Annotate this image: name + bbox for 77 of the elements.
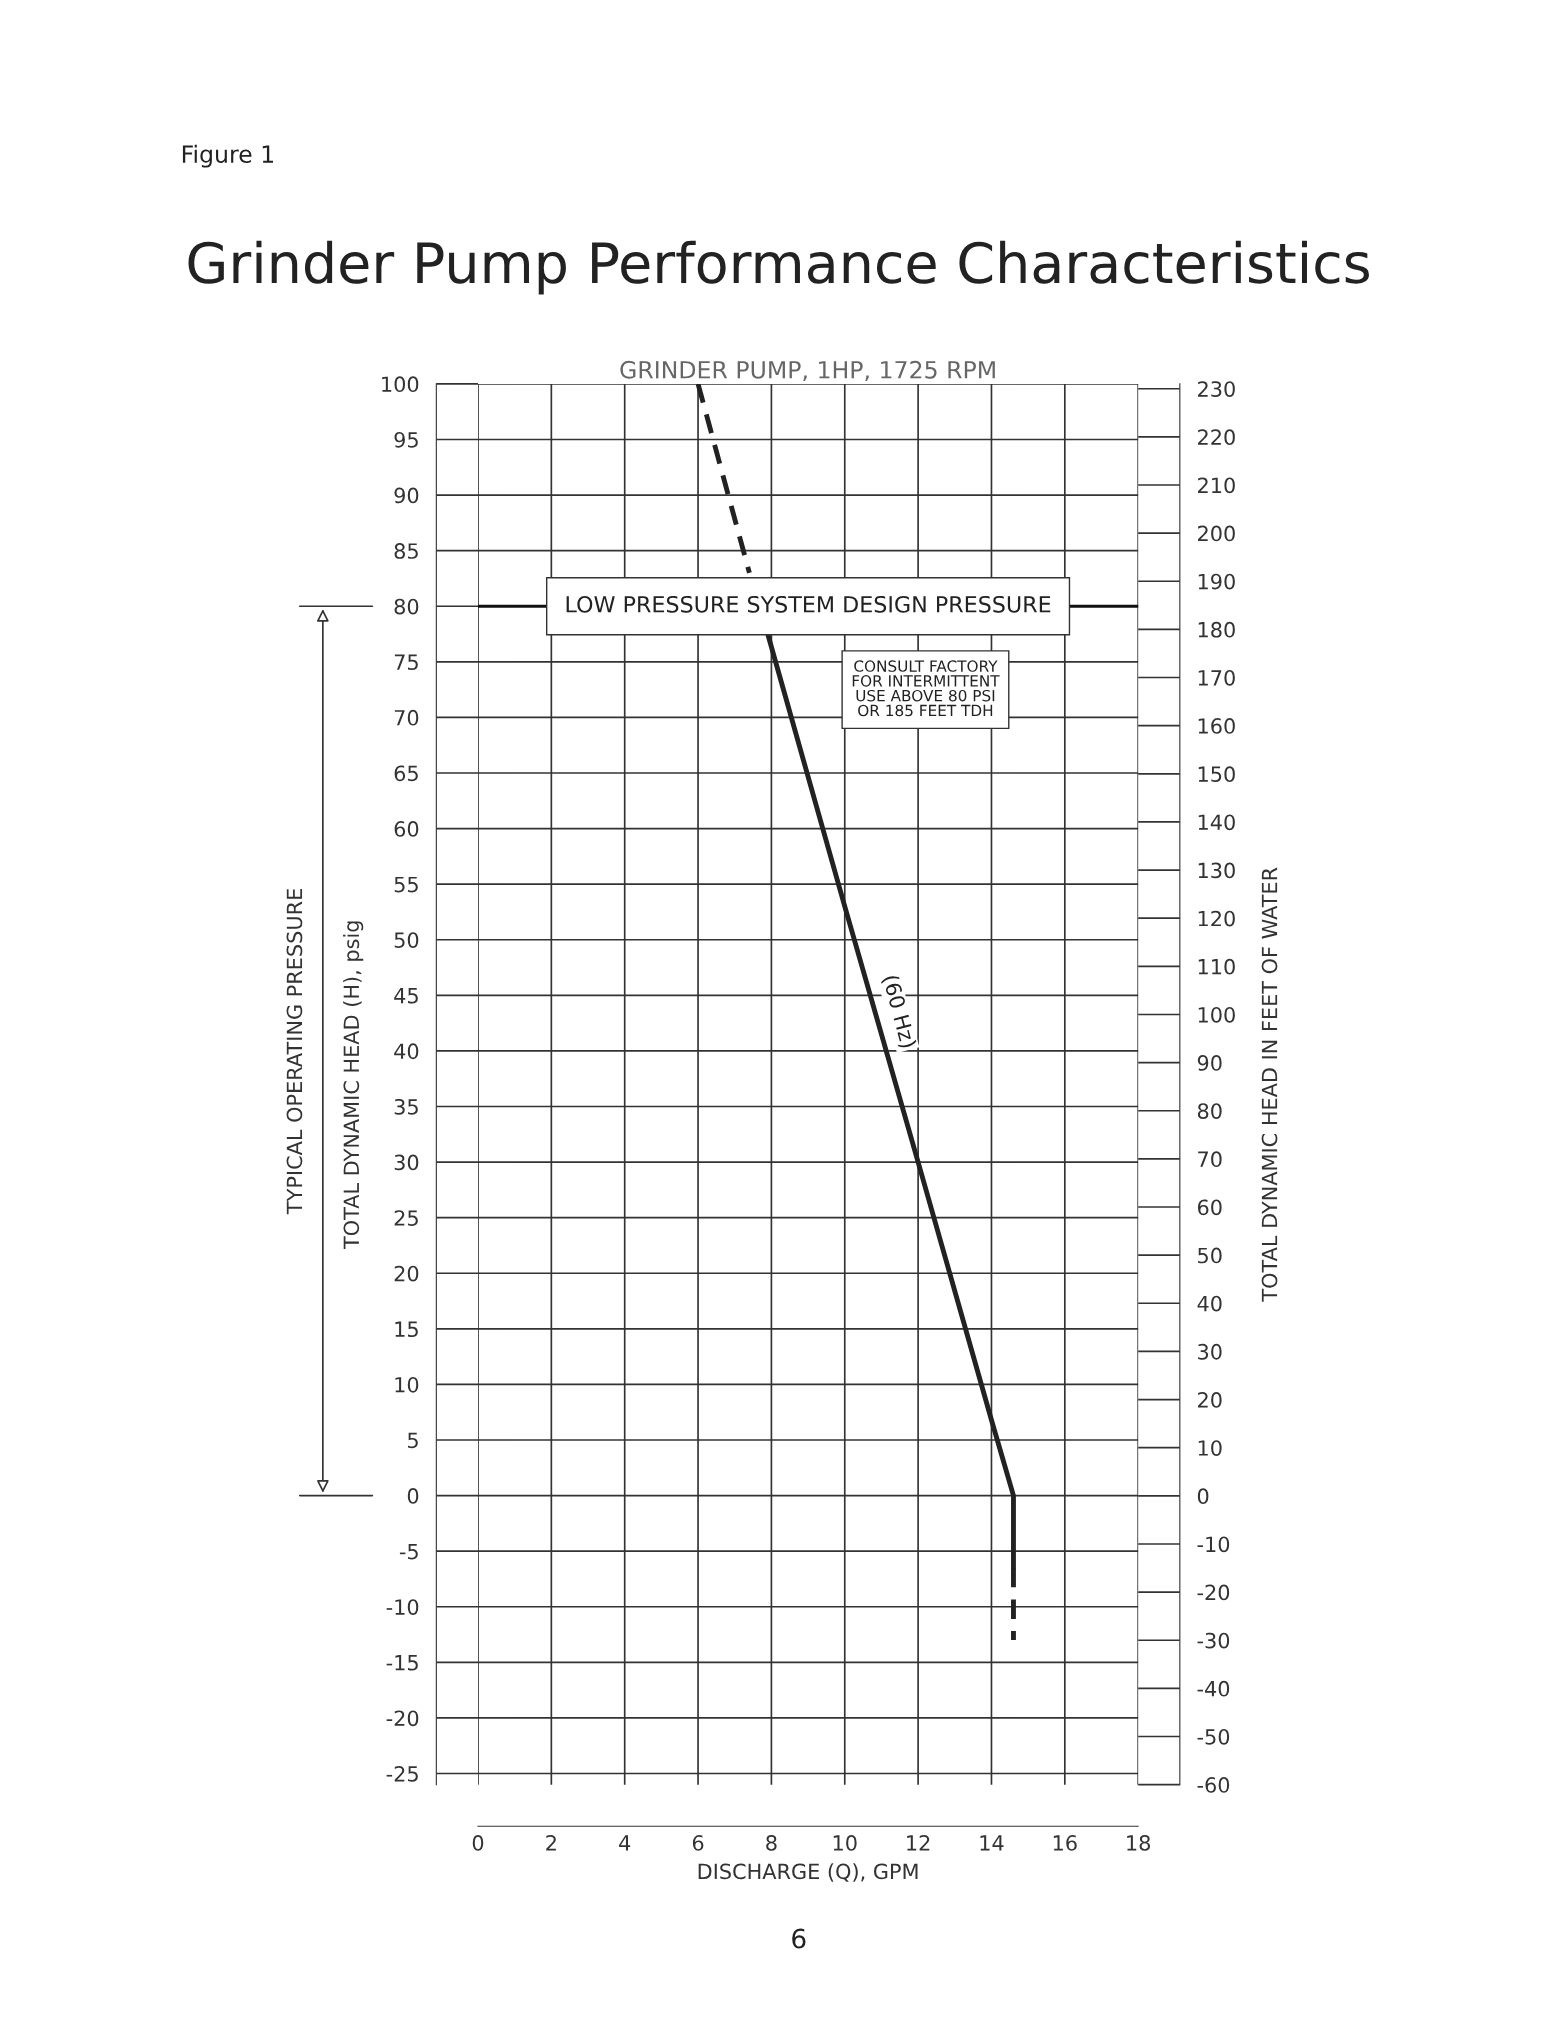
y2-tick-label: -10 [1197, 1536, 1230, 1553]
y2-tick-label: 230 [1198, 381, 1235, 397]
x-tick-label: 16 [1053, 1835, 1077, 1851]
x-tick-label: 0 [472, 1835, 484, 1851]
x-tick-label: 2 [546, 1835, 556, 1851]
annotation: CONSULT FACTORY FOR INTERMITTENT USE ABOVE 80 PSI OR 185 FEET TDH [852, 660, 1000, 717]
x-tick-label: 14 [980, 1835, 1004, 1851]
y2-tick-label: 150 [1198, 766, 1235, 783]
y-tick-label: 90 [394, 487, 419, 504]
y-tick-label: 45 [394, 988, 418, 1004]
y-tick-label: 15 [395, 1321, 418, 1338]
y2-tick-label: 30 [1198, 1343, 1222, 1360]
y2-tick-label: -40 [1197, 1680, 1230, 1697]
text: TYPICAL OPERATING PRESSURE [286, 889, 303, 1215]
y2-tick-label: 70 [1198, 1151, 1222, 1168]
y-tick-label: 70 [394, 709, 419, 726]
y-tick-label: -5 [399, 1543, 418, 1560]
y2-tick-label: -50 [1197, 1728, 1230, 1745]
x-tick-label: 8 [766, 1835, 777, 1851]
y2-tick-label: -20 [1197, 1584, 1230, 1601]
y2-axis-title: TOTAL DYNAMIC HEAD IN FEET OF WATER [1261, 867, 1278, 1302]
y2-tick-label: 130 [1198, 862, 1235, 879]
y-tick-label: 20 [394, 1265, 419, 1282]
y-tick-label: 95 [394, 431, 418, 448]
y-tick-label: -10 [386, 1599, 419, 1615]
y-tick-label: 60 [394, 821, 419, 837]
y-tick-label: 65 [394, 765, 418, 782]
y2-tick-label: 0 [1197, 1488, 1209, 1505]
y2-tick-label: 60 [1197, 1199, 1222, 1216]
ref-line-label: LOW PRESSURE SYSTEM DESIGN PRESSURE [566, 595, 1051, 613]
y2-tick-label: 20 [1198, 1392, 1222, 1408]
y2-tick-label: 160 [1198, 718, 1235, 734]
y-tick-label: -20 [386, 1710, 419, 1727]
x-tick-label: 12 [907, 1835, 930, 1851]
y-tick-label: 50 [394, 932, 419, 948]
text: (60 Hz) [880, 974, 918, 1050]
y-tick-label: 10 [395, 1376, 419, 1393]
y2-tick-label: 200 [1198, 525, 1235, 542]
x-tick-label: 18 [1127, 1835, 1150, 1851]
y-tick-label: 75 [394, 654, 418, 671]
caption: Figure 1 [182, 144, 274, 168]
y2-tick-label: -60 [1197, 1777, 1230, 1793]
y-tick-label: 0 [407, 1488, 419, 1504]
x-tick-label: 6 [692, 1835, 704, 1851]
y2-tick-label: 140 [1198, 814, 1235, 831]
y-tick-label: 25 [394, 1210, 418, 1226]
y-tick-label: 35 [394, 1098, 418, 1115]
y2-tick-label: 10 [1198, 1440, 1222, 1456]
y2-tick-label: 120 [1198, 910, 1235, 927]
y2-tick-label: 50 [1198, 1247, 1222, 1264]
y2-tick-label: 220 [1198, 429, 1235, 446]
y-tick-label: 100 [382, 376, 419, 393]
y-tick-label: -15 [386, 1655, 418, 1671]
y-tick-label: 30 [394, 1154, 419, 1171]
y2-tick-label: 100 [1198, 1006, 1235, 1023]
y2-tick-label: 180 [1198, 621, 1235, 638]
x-tick-label: 4 [619, 1835, 631, 1851]
text: 6 [792, 1928, 806, 1949]
y2-tick-label: 40 [1197, 1295, 1222, 1312]
y2-tick-label: 80 [1197, 1103, 1222, 1119]
y2-tick-label: 190 [1198, 573, 1235, 590]
chart-subtitle: GRINDER PUMP, 1HP, 1725 RPM [620, 360, 995, 382]
y2-tick-label: 110 [1198, 958, 1235, 975]
y-tick-label: 5 [408, 1432, 418, 1449]
y2-tick-label: 210 [1198, 477, 1235, 494]
x-tick-label: 10 [833, 1835, 857, 1851]
y2-tick-label: 170 [1198, 669, 1235, 686]
y-tick-label: 55 [394, 876, 418, 893]
y2-tick-label: -30 [1197, 1632, 1230, 1649]
x-axis-title: DISCHARGE (Q), GPM [698, 1863, 918, 1882]
y-tick-label: -25 [386, 1765, 418, 1782]
y2-tick-label: 90 [1197, 1055, 1222, 1071]
y-axis-title: TOTAL DYNAMIC HEAD (H), psig [343, 921, 364, 1250]
chart-title: Grinder Pump Performance Characteristics [188, 240, 1369, 295]
y-tick-label: 85 [394, 543, 418, 559]
y-tick-label: 80 [394, 598, 419, 615]
y-tick-label: 40 [394, 1043, 419, 1060]
